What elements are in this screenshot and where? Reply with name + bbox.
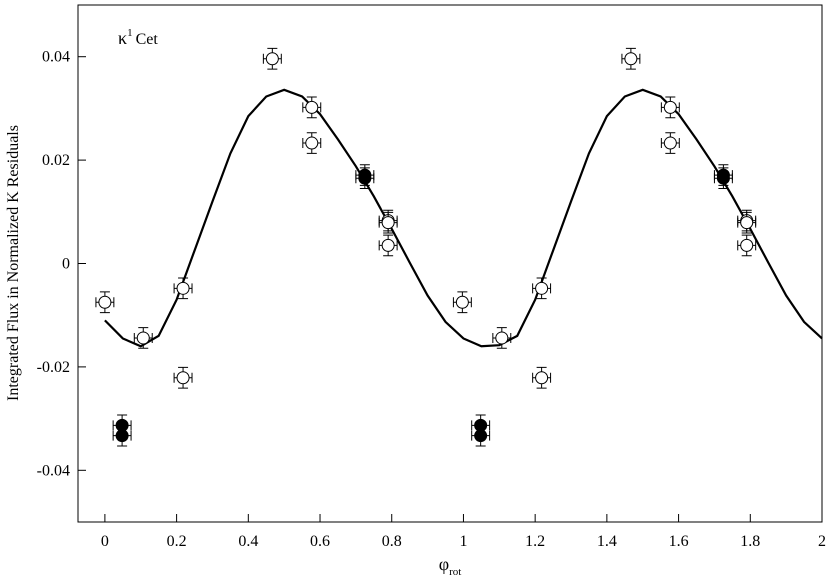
data-point [716,171,730,185]
data-point [474,429,488,443]
y-tick-label: -0.02 [37,359,70,376]
x-tick-label: 0.2 [167,533,187,550]
x-axis-label: φrot [439,554,462,578]
x-axis-label-subscript: rot [449,566,461,578]
x-tick-label: 1.6 [669,533,689,550]
x-tick-label: 0 [101,533,109,550]
data-point [740,238,754,252]
data-point [663,100,677,114]
y-axis-label: Integrated Flux in Normalized K Residual… [5,125,22,401]
data-point [358,171,372,185]
data-point [305,100,319,114]
x-tick-label: 2 [818,533,826,550]
y-tick-label: 0.02 [42,152,70,169]
data-point [265,52,279,66]
data-point [176,371,190,385]
x-axis-label-symbol: φ [439,554,449,574]
x-tick-label: 0.8 [382,533,402,550]
annotation: κ1 Cet [118,27,158,48]
data-point [136,331,150,345]
x-tick-label: 0.4 [238,533,258,550]
data-point [115,429,129,443]
annotation-superscript: 1 [127,27,133,39]
data-point [663,136,677,150]
x-tick-label: 0.6 [310,533,330,550]
data-point [305,136,319,150]
data-point [740,216,754,230]
plot-layer: 0 0.2 0.4 0.6 0.8 1 1.2 1.4 1.6 1.8 2 -0.04 -0.02 0 0.… [37,47,826,550]
annotation-text: Cet [136,31,159,48]
y-tick-label: 0.04 [42,49,70,66]
data-point [535,371,549,385]
data-point [98,295,112,309]
x-tick-label: 1.2 [525,533,545,550]
data-point [495,331,509,345]
x-tick-label: 1.8 [740,533,760,550]
data-point [535,281,549,295]
fit-curve [104,88,823,348]
x-tick-label: 1 [459,533,467,550]
y-tick-label: 0 [62,256,70,273]
data-point [455,295,469,309]
data-point [176,281,190,295]
data-point [381,238,395,252]
data-point [381,216,395,230]
x-tick-label: 1.4 [597,533,617,550]
data-point [624,52,638,66]
annotation-symbol: κ [118,28,127,48]
y-tick-label: -0.04 [37,462,70,479]
